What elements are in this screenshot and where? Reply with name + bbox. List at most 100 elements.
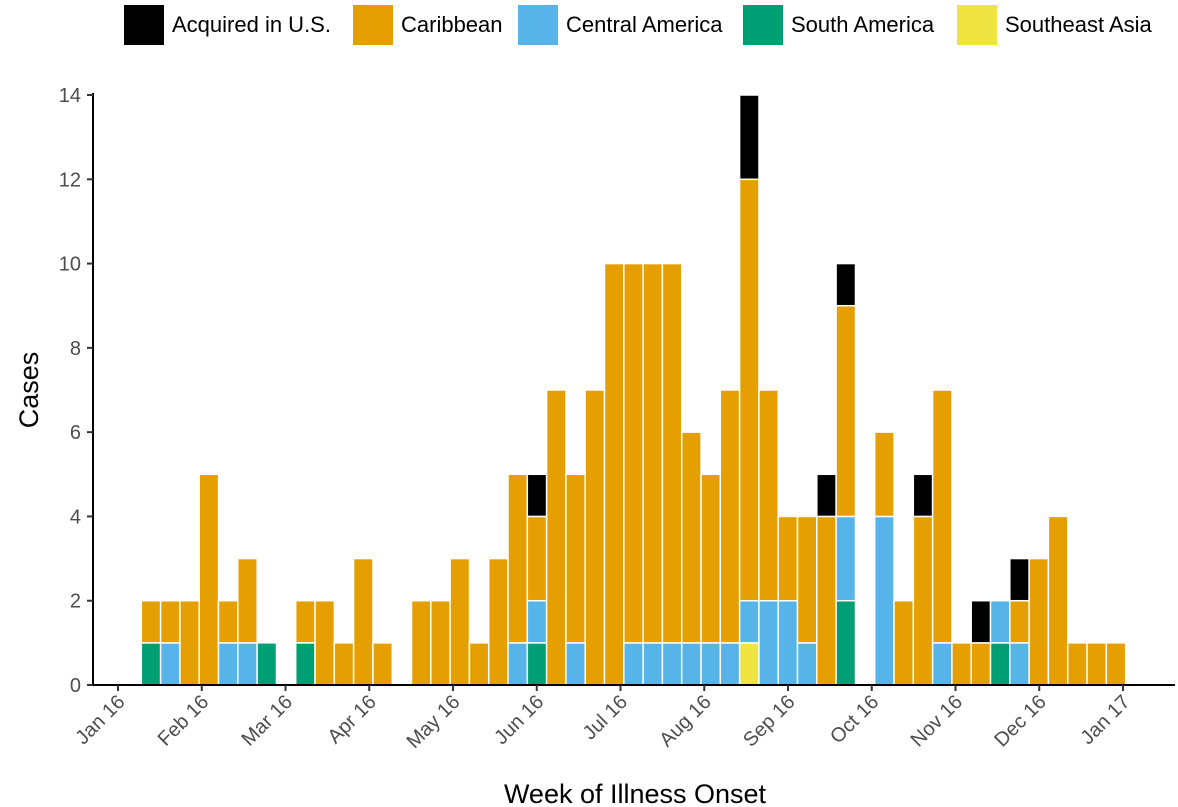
bar-segment bbox=[893, 599, 915, 686]
x-tick-label: Dec 16 bbox=[990, 691, 1050, 751]
bar-segment bbox=[661, 642, 683, 686]
bar-segment bbox=[1028, 557, 1050, 686]
legend-label: Acquired in U.S. bbox=[172, 12, 331, 37]
bar-segment bbox=[526, 642, 548, 686]
bar-segment bbox=[507, 642, 529, 686]
legend-label: Southeast Asia bbox=[1005, 12, 1153, 37]
legend-label: Caribbean bbox=[401, 12, 503, 37]
y-tick-label: 8 bbox=[70, 338, 81, 360]
bar-segment bbox=[796, 515, 818, 644]
bar-segment bbox=[449, 557, 471, 686]
x-tick-label: Jan 17 bbox=[1077, 691, 1135, 749]
bar-segment bbox=[700, 642, 722, 686]
bar-segment bbox=[873, 515, 895, 686]
bar-segment bbox=[835, 515, 857, 602]
bar-segment bbox=[777, 599, 799, 686]
x-tick-label: May 16 bbox=[403, 691, 465, 753]
bar-segment bbox=[198, 473, 220, 686]
legend-label: South America bbox=[791, 12, 935, 37]
bar-segment bbox=[1009, 642, 1030, 686]
legend-key bbox=[957, 5, 997, 45]
bar-segment bbox=[912, 515, 934, 686]
legend-key bbox=[743, 5, 783, 45]
bar-segment bbox=[738, 94, 760, 181]
bar-segment bbox=[372, 642, 394, 686]
bar-segment bbox=[777, 515, 799, 602]
bar-segment bbox=[931, 642, 953, 686]
bar-segment bbox=[545, 389, 567, 686]
bar-segment bbox=[584, 389, 606, 686]
bar-segment bbox=[294, 642, 316, 686]
x-tick-label: Jun 16 bbox=[490, 691, 548, 749]
bar-segment bbox=[140, 642, 162, 686]
bar-segment bbox=[623, 262, 644, 644]
x-tick-label: Jan 16 bbox=[72, 691, 130, 749]
legend-key bbox=[353, 5, 393, 45]
bar-segment bbox=[623, 642, 644, 686]
y-axis-title: Cases bbox=[14, 352, 44, 429]
x-tick-label: Aug 16 bbox=[655, 691, 715, 751]
bar-segment bbox=[487, 557, 509, 686]
bar-segment bbox=[468, 642, 490, 686]
bar-segment bbox=[430, 599, 451, 686]
bar-segment bbox=[816, 473, 837, 518]
bar-segment bbox=[642, 262, 664, 644]
bar-segment bbox=[410, 599, 432, 686]
bar-segment bbox=[738, 178, 760, 602]
bar-segment bbox=[758, 599, 780, 686]
y-tick-label: 12 bbox=[59, 169, 81, 191]
bar-segment bbox=[217, 642, 239, 686]
bar-segment bbox=[526, 515, 548, 602]
y-tick-label: 14 bbox=[59, 85, 81, 107]
bar-segment bbox=[217, 599, 239, 644]
bar-segment bbox=[680, 431, 702, 644]
bar-segment bbox=[642, 642, 664, 686]
bar-segment bbox=[719, 642, 741, 686]
legend-key bbox=[124, 5, 164, 45]
legend-key bbox=[518, 5, 558, 45]
bar-segment bbox=[989, 642, 1011, 686]
bar-segment bbox=[970, 642, 992, 686]
y-tick-label: 6 bbox=[70, 422, 81, 444]
bar-segment bbox=[179, 599, 201, 686]
bar-segment bbox=[565, 642, 587, 686]
y-tick-label: 0 bbox=[70, 675, 81, 697]
bar-segment bbox=[970, 599, 992, 644]
bar-segment bbox=[1086, 642, 1108, 686]
bar-segment bbox=[352, 557, 374, 686]
x-tick-label: Apr 16 bbox=[324, 691, 381, 748]
y-tick-label: 4 bbox=[70, 506, 81, 528]
bar-segment bbox=[526, 599, 548, 644]
bar-segment bbox=[603, 262, 625, 686]
bar-segment bbox=[835, 262, 857, 307]
bar-segment bbox=[314, 599, 336, 686]
bar-segment bbox=[159, 642, 181, 686]
bar-segment bbox=[796, 642, 818, 686]
bar-segment bbox=[140, 599, 162, 644]
x-tick-label: Sep 16 bbox=[739, 691, 799, 751]
bar-segment bbox=[835, 599, 857, 686]
x-tick-label: Mar 16 bbox=[237, 691, 297, 751]
bar-segment bbox=[680, 642, 702, 686]
bar-segment bbox=[661, 262, 683, 644]
bar-segment bbox=[989, 599, 1011, 644]
bar-segment bbox=[507, 473, 529, 644]
bar-segment bbox=[700, 473, 722, 644]
x-tick-label: Oct 16 bbox=[826, 691, 883, 748]
legend-label: Central America bbox=[566, 12, 723, 37]
x-tick-label: Jul 16 bbox=[579, 691, 632, 744]
bar-segment bbox=[294, 599, 316, 644]
bar-segment bbox=[1009, 557, 1030, 602]
bar-segment bbox=[738, 599, 760, 644]
bar-segment bbox=[237, 557, 258, 644]
bar-segment bbox=[256, 642, 278, 686]
bar-segment bbox=[719, 389, 741, 644]
bar-segment bbox=[912, 473, 934, 518]
bar-segment bbox=[1047, 515, 1069, 686]
y-tick-label: 2 bbox=[70, 591, 81, 613]
x-axis-title: Week of Illness Onset bbox=[504, 779, 767, 807]
bar-segment bbox=[333, 642, 355, 686]
bar-segment bbox=[1105, 642, 1127, 686]
x-tick-label: Nov 16 bbox=[907, 691, 967, 751]
